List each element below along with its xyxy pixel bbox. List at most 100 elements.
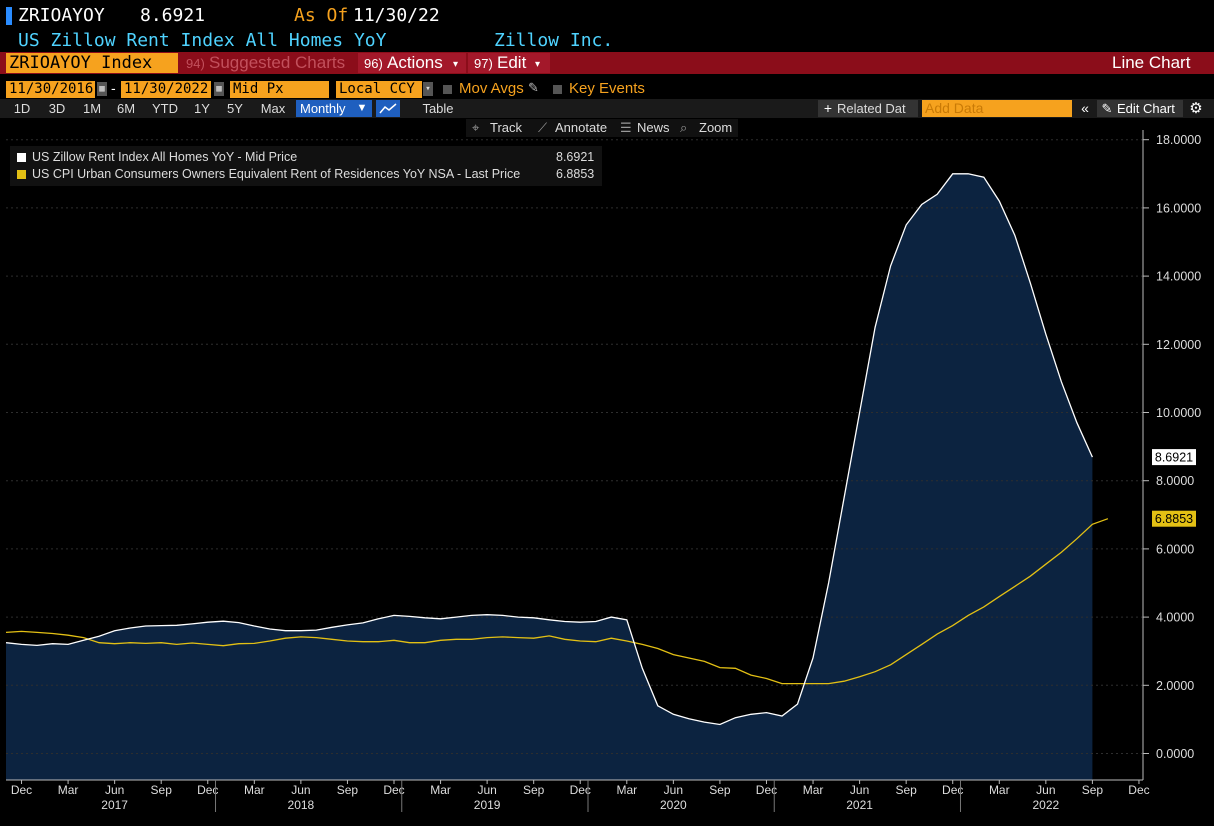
as-of-date: 11/30/22 — [353, 5, 440, 26]
period-3d[interactable]: 3D — [48, 101, 66, 116]
legend-label-zillow: US Zillow Rent Index All Homes YoY - Mid… — [32, 150, 298, 164]
end-calendar-icon[interactable]: ▦ — [214, 82, 224, 96]
period-max[interactable]: Max — [260, 101, 286, 116]
annotate-button[interactable]: Annotate — [555, 120, 608, 135]
period-1m[interactable]: 1M — [82, 101, 102, 116]
ticker-symbol[interactable]: ZRIOAYOY — [18, 5, 105, 26]
x-tick-label: Jun — [664, 783, 683, 797]
series-line-zillow — [5, 173, 1093, 726]
y-axis: 18.0000 16.0000 14.0000 12.0000 10.0000 8.000… — [1143, 133, 1201, 761]
add-data-input[interactable]: Add Data — [922, 100, 1072, 117]
y-tick-label: 6.0000 — [1156, 542, 1194, 556]
chart-type-label[interactable]: Line Chart — [1112, 53, 1191, 72]
suggested-charts-label: Suggested Charts — [209, 53, 346, 72]
ticker-marker — [6, 7, 12, 25]
x-tick-label: Mar — [616, 783, 637, 797]
start-calendar-icon[interactable]: ▦ — [97, 82, 107, 96]
x-year-label: 2019 — [474, 798, 501, 812]
legend-value-cpi: 6.8853 — [556, 167, 595, 181]
x-year-label: 2018 — [288, 798, 315, 812]
x-tick-label: Dec — [570, 783, 591, 797]
x-tick-label: Jun — [291, 783, 310, 797]
edit-num: 97) — [474, 56, 493, 71]
y-tick-label: 14.0000 — [1156, 270, 1201, 284]
news-icon: ☰ — [620, 120, 632, 135]
x-year-label: 2021 — [846, 798, 873, 812]
x-tick-label: Mar — [989, 783, 1010, 797]
security-field[interactable] — [6, 53, 178, 73]
x-year-label: 2020 — [660, 798, 687, 812]
collapse-icon[interactable]: « — [1081, 100, 1089, 116]
last-value-label-zillow: 8.6921 — [1155, 451, 1193, 465]
as-of-label: As Of — [294, 5, 349, 26]
x-tick-label: Dec — [197, 783, 218, 797]
frequency-select[interactable] — [296, 100, 372, 117]
last-value-label-cpi: 6.8853 — [1155, 512, 1193, 526]
last-value-box-cpi — [1152, 510, 1196, 527]
x-tick-label: Sep — [337, 783, 359, 797]
series-line-cpi-oer — [5, 518, 1109, 685]
series-area-zillow — [6, 173, 1093, 781]
last-value: 8.6921 — [140, 5, 206, 26]
pencil-icon[interactable]: ✎ — [528, 80, 539, 95]
security-label: ZRIOAYOY Index — [9, 53, 153, 73]
x-tick-label: Dec — [942, 783, 963, 797]
end-date-field[interactable]: 11/30/2022 — [121, 81, 211, 98]
mov-avgs-checkbox[interactable] — [443, 85, 452, 94]
period-5y[interactable]: 5Y — [227, 101, 243, 116]
zoom-icon: ⌕ — [680, 120, 688, 135]
period-6m[interactable]: 6M — [116, 101, 136, 116]
table-button[interactable]: Table — [422, 101, 454, 116]
y-tick-label: 12.0000 — [1156, 338, 1201, 352]
last-value-labels: 8.6921 6.8853 — [1152, 449, 1196, 527]
annotate-icon: ⟋ — [538, 120, 548, 135]
currency-dropdown-icon[interactable]: ▾ — [423, 82, 433, 96]
related-data-button[interactable] — [818, 100, 918, 117]
key-events-label: Key Events — [569, 80, 645, 97]
frequency-label: Monthly — [300, 101, 346, 116]
x-tick-label: Mar — [58, 783, 79, 797]
suggested-charts-button[interactable] — [180, 53, 356, 73]
edit-chart-button[interactable] — [1097, 100, 1183, 117]
x-tick-label: Sep — [523, 783, 545, 797]
x-tick-label: Dec — [1128, 783, 1149, 797]
actions-button[interactable] — [358, 53, 466, 73]
plus-icon: + — [823, 100, 833, 116]
track-button[interactable]: Track — [490, 120, 523, 135]
last-value-box-zillow — [1152, 449, 1196, 466]
period-ytd[interactable]: YTD — [152, 101, 178, 116]
x-tick-label: Mar — [244, 783, 265, 797]
legend-value-zillow: 8.6921 — [556, 150, 595, 164]
x-tick-label: Jun — [105, 783, 124, 797]
suggested-charts-num: 94) — [186, 56, 205, 71]
x-tick-label: Jun — [477, 783, 496, 797]
actions-label: Actions — [387, 53, 443, 72]
x-tick-label: Sep — [709, 783, 731, 797]
settings-gear-icon[interactable]: ⚙ — [1189, 100, 1203, 117]
legend — [10, 146, 602, 186]
period-1y[interactable]: 1Y — [194, 101, 210, 116]
frequency-dropdown-icon: ▼ — [356, 102, 368, 114]
news-button[interactable]: News — [637, 120, 670, 135]
edit-dropdown-icon: ▾ — [535, 59, 541, 70]
y-tick-label: 0.0000 — [1156, 747, 1194, 761]
y-tick-label: 10.0000 — [1156, 406, 1201, 420]
track-icon: ⌖ — [472, 120, 480, 135]
currency-select[interactable]: Local CCY — [336, 81, 422, 98]
edit-label: Edit — [497, 53, 527, 72]
zoom-button[interactable]: Zoom — [699, 120, 733, 135]
period-1d[interactable]: 1D — [13, 101, 31, 116]
x-axis: Dec Mar Jun Sep Dec Mar Jun Sep Dec Mar Jun Sep Dec M… — [11, 780, 1150, 812]
x-tick-label: Sep — [151, 783, 173, 797]
line-chart-icon[interactable] — [376, 100, 400, 117]
price-field-select[interactable]: Mid Px — [230, 81, 329, 98]
x-tick-label: Dec — [383, 783, 404, 797]
x-year-label: 2022 — [1032, 798, 1059, 812]
start-date-field[interactable]: 11/30/2016 — [6, 81, 95, 98]
key-events-checkbox[interactable] — [553, 85, 562, 94]
security-description: US Zillow Rent Index All Homes YoY — [18, 30, 387, 51]
edit-button[interactable] — [468, 53, 550, 73]
edit-chart-pencil-icon: ✎ — [1101, 101, 1113, 116]
actions-num: 96) — [364, 56, 383, 71]
